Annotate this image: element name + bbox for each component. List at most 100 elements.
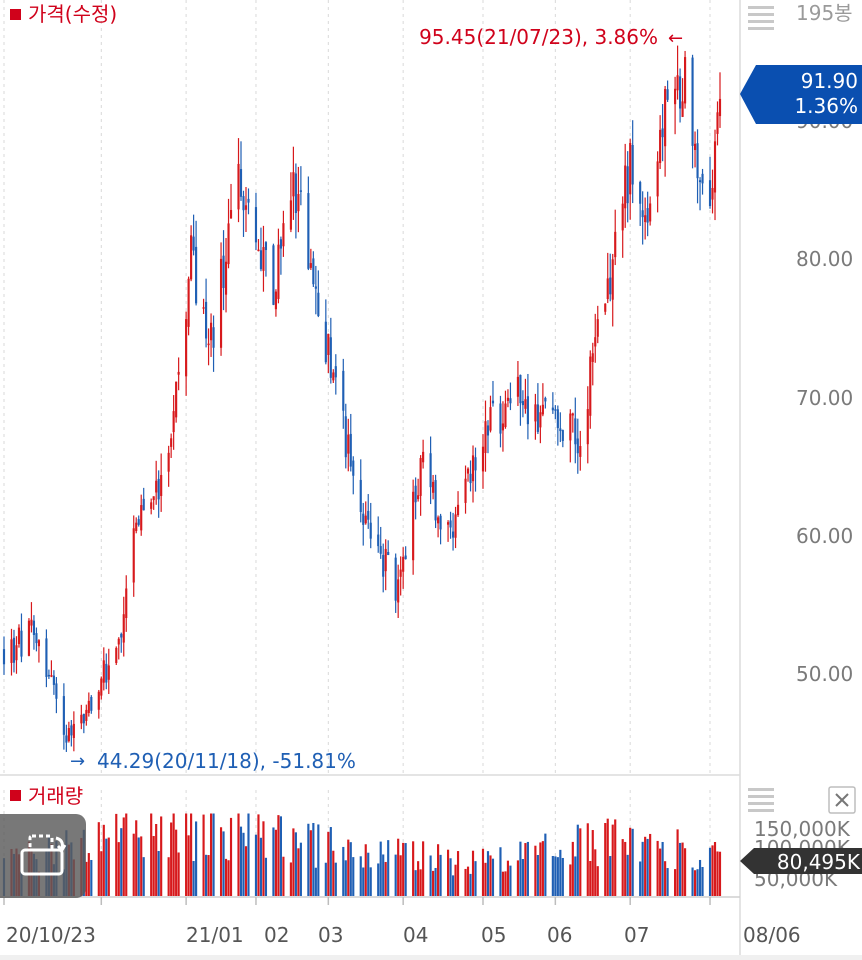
candle-body xyxy=(501,423,505,431)
candle-body xyxy=(519,374,522,404)
candle-body xyxy=(274,291,278,310)
volume-bar xyxy=(624,841,627,896)
volume-bar xyxy=(526,841,529,896)
candle-body xyxy=(262,247,265,271)
volume-bar xyxy=(247,813,250,896)
volume-bar xyxy=(227,860,230,896)
candle-body xyxy=(332,372,335,381)
y-tick-70: 70.00 xyxy=(796,386,853,410)
candle-body xyxy=(192,236,195,251)
volume-bar xyxy=(394,854,397,896)
candle-body xyxy=(446,522,450,525)
candle-body xyxy=(384,548,387,572)
volume-bar xyxy=(561,857,564,896)
candle-body xyxy=(155,480,158,493)
volume-bar xyxy=(681,842,684,896)
volume-bar xyxy=(586,823,589,896)
volume-bar xyxy=(125,813,128,896)
candle-body xyxy=(204,301,208,339)
rotate-screen-button[interactable] xyxy=(0,814,86,898)
volume-bar xyxy=(434,867,437,896)
candle-body xyxy=(70,725,73,736)
candle-body xyxy=(504,403,507,428)
volume-bar xyxy=(417,861,420,896)
volume-bar xyxy=(519,841,522,896)
candle-body xyxy=(47,674,50,677)
candle-body xyxy=(72,723,75,738)
volume-bar xyxy=(708,847,712,896)
candle-body xyxy=(367,510,370,520)
volume-bar xyxy=(516,860,520,896)
candle-body xyxy=(264,242,268,251)
candle-body xyxy=(140,505,143,531)
candle-body xyxy=(559,428,562,432)
candle-body xyxy=(67,728,70,742)
volume-bar xyxy=(683,848,687,896)
candle-body xyxy=(404,555,407,560)
candle-body xyxy=(576,438,579,454)
candle-body xyxy=(434,480,437,521)
candle-body xyxy=(190,235,193,280)
volume-bar xyxy=(606,818,609,896)
volume-bar xyxy=(451,875,455,896)
candle-body xyxy=(309,263,312,268)
candle-body xyxy=(100,678,103,696)
candle-body xyxy=(142,498,145,511)
volume-bar xyxy=(718,851,722,896)
volume-bar xyxy=(437,844,440,896)
candle-body xyxy=(85,709,88,721)
candle-body xyxy=(175,381,178,418)
volume-bar xyxy=(521,859,524,896)
volume-bar xyxy=(175,829,178,896)
volume-bar xyxy=(362,867,365,896)
volume-bar xyxy=(349,842,352,896)
close-icon[interactable] xyxy=(828,786,856,814)
rotate-screen-icon xyxy=(20,834,67,876)
candle-body xyxy=(716,112,719,134)
candle-body xyxy=(691,57,694,146)
volume-bar xyxy=(185,813,188,896)
candle-body xyxy=(37,640,41,647)
volume-menu-icon[interactable] xyxy=(748,788,774,812)
volume-bar xyxy=(102,824,105,896)
volume-bar xyxy=(486,851,490,896)
candle-body xyxy=(294,173,297,214)
candle-body xyxy=(30,619,33,626)
candle-body xyxy=(708,180,712,207)
volume-bar xyxy=(644,836,647,896)
candle-body xyxy=(397,579,400,603)
volume-bar xyxy=(449,858,452,896)
volume-bar xyxy=(202,814,205,896)
volume-bar xyxy=(140,836,143,896)
volume-bar xyxy=(412,841,415,896)
candle-body xyxy=(32,620,36,636)
volume-legend: 거래량 xyxy=(28,784,83,808)
x-label-2101: 21/01 xyxy=(186,923,244,947)
volume-bar xyxy=(661,841,664,896)
high-annotation: 95.45(21/07/23), 3.86% xyxy=(419,25,658,49)
candle-body xyxy=(569,413,572,441)
menu-icon[interactable] xyxy=(748,6,774,30)
candle-body xyxy=(160,474,163,496)
candle-body xyxy=(679,76,682,109)
price-legend: 가격(수정) xyxy=(28,2,117,26)
candle-body xyxy=(683,57,687,104)
volume-bar xyxy=(649,833,652,896)
candle-body xyxy=(631,145,634,185)
volume-bar xyxy=(713,842,717,896)
volume-bar xyxy=(676,829,679,896)
y-tick-50: 50.00 xyxy=(796,662,853,686)
volume-bar xyxy=(429,855,432,896)
volume-bar xyxy=(656,840,659,896)
candle-body xyxy=(117,638,120,645)
candle-body xyxy=(177,371,180,375)
volume-bar xyxy=(347,839,350,896)
candle-body xyxy=(402,556,405,572)
candle-body xyxy=(412,491,415,561)
volume-bar xyxy=(711,845,714,896)
volume-bar xyxy=(334,862,337,896)
candle-body xyxy=(379,546,382,554)
volume-bar xyxy=(85,861,88,896)
candle-body xyxy=(229,210,233,219)
